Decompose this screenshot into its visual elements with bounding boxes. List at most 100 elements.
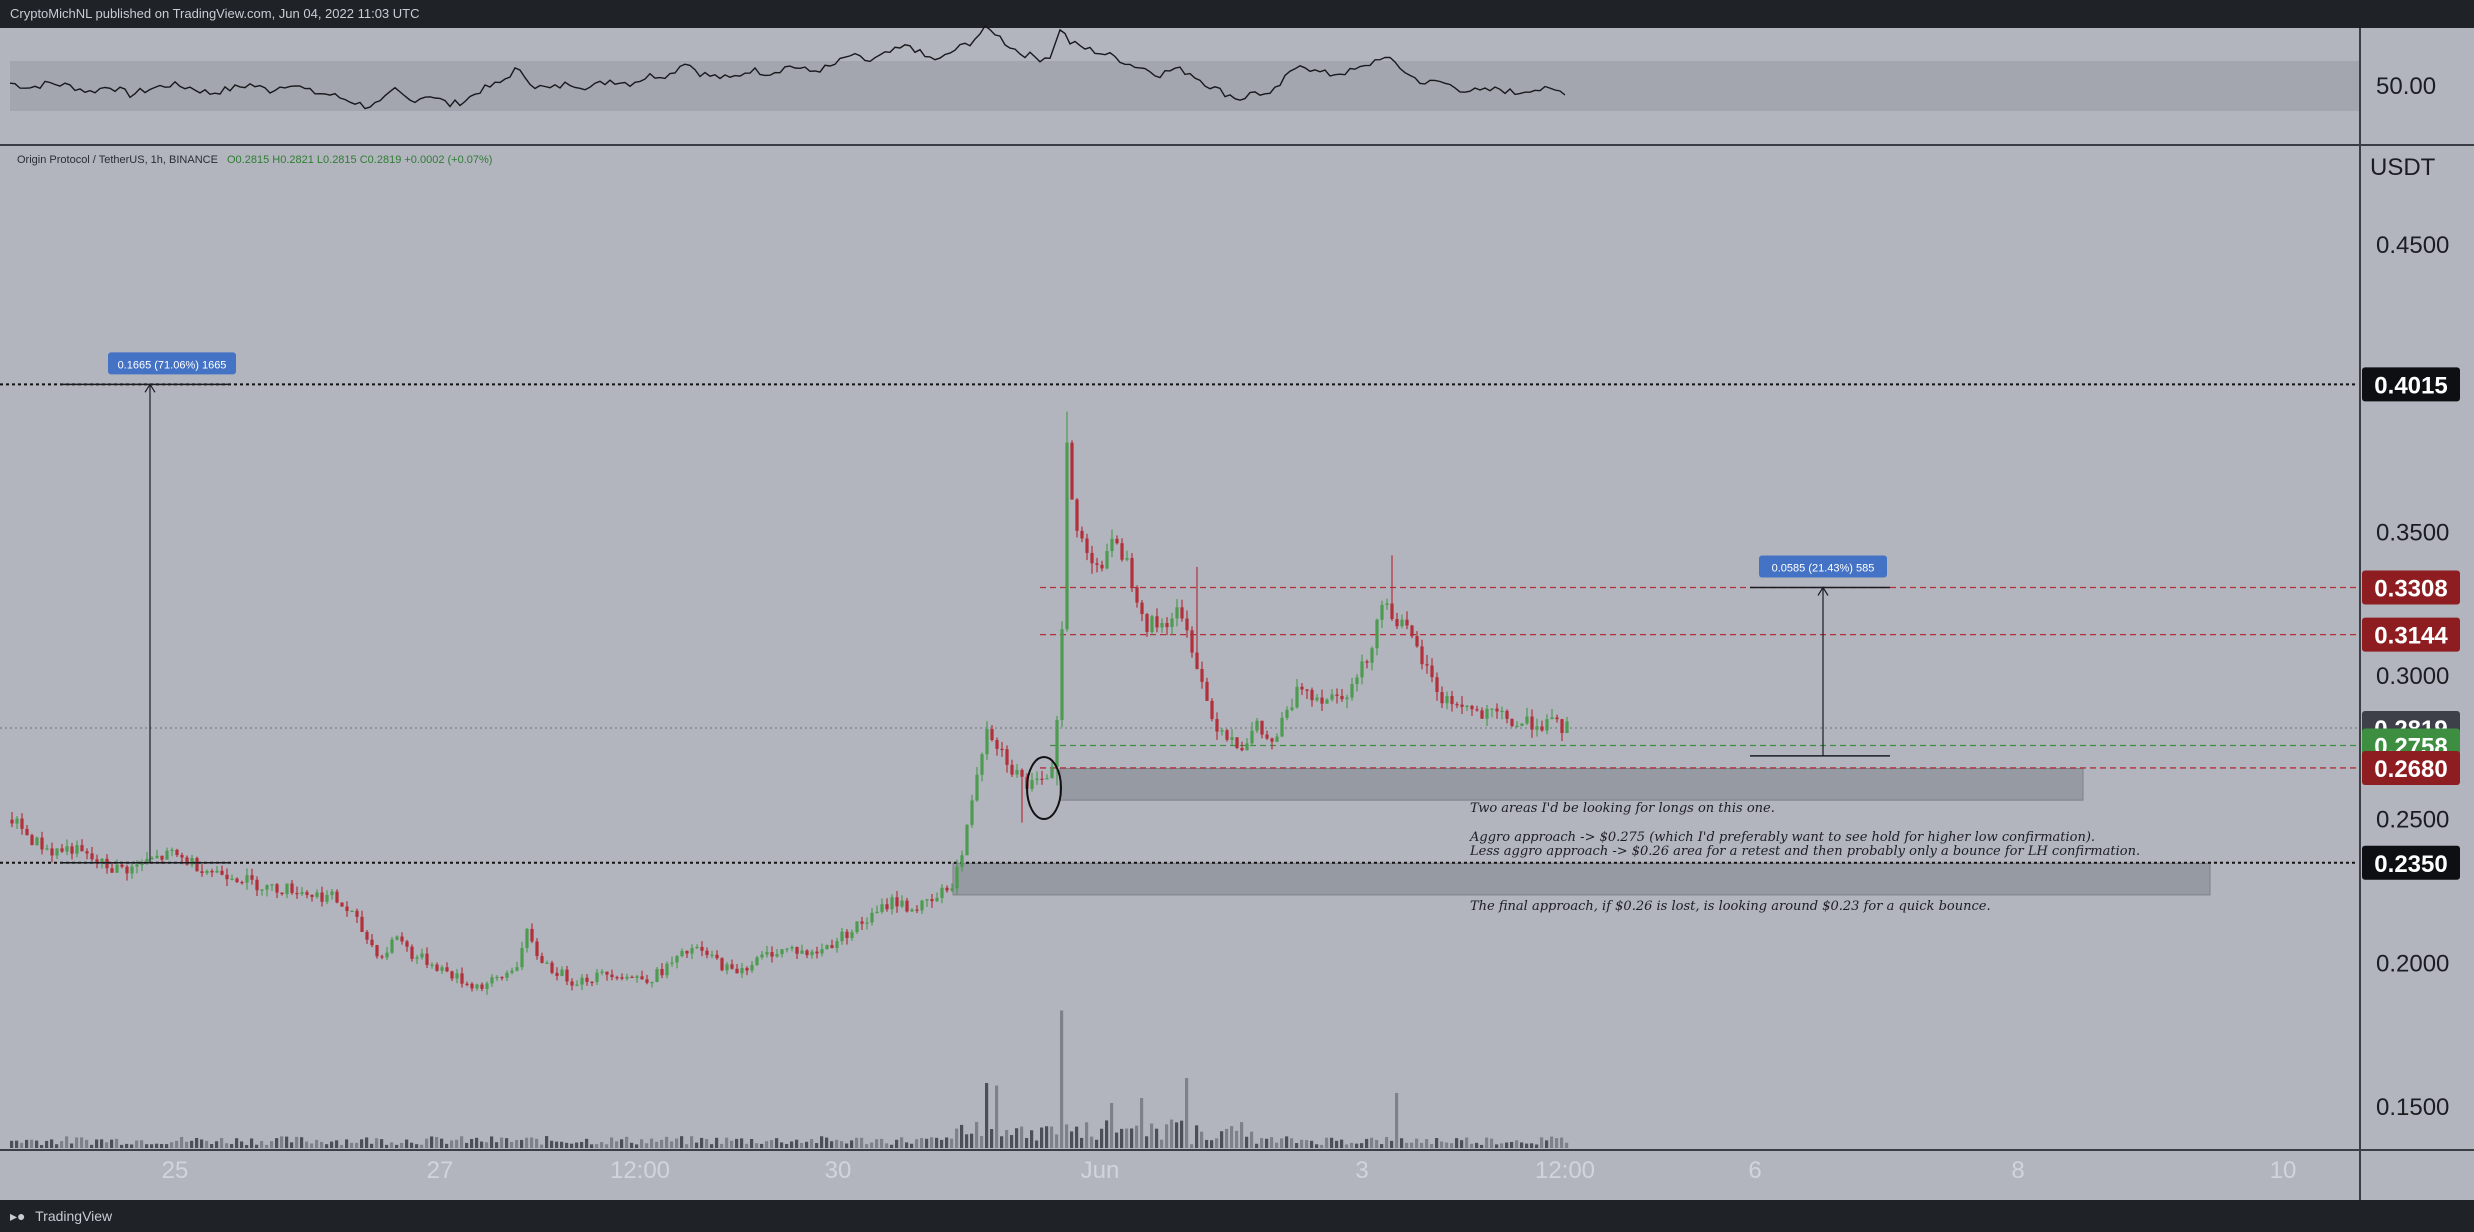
candle-body	[510, 970, 514, 973]
candle-body	[280, 892, 284, 895]
candle-body	[940, 887, 944, 898]
volume-bar	[965, 1134, 969, 1148]
volume-bar	[975, 1121, 979, 1148]
volume-bar	[1015, 1128, 1019, 1148]
chart-legend: Origin Protocol / TetherUS, 1h, BINANCE …	[17, 154, 492, 166]
candle-body	[80, 845, 84, 852]
volume-bar	[330, 1141, 334, 1148]
candle-body	[200, 871, 204, 874]
volume-bar	[540, 1144, 544, 1148]
volume-bar	[790, 1141, 794, 1148]
candle-body	[1210, 700, 1214, 720]
candle-body	[1200, 668, 1204, 682]
candle-body	[1215, 719, 1219, 732]
candle-body	[400, 936, 404, 942]
candle-body	[1125, 558, 1129, 560]
volume-bar	[40, 1144, 44, 1148]
candle-body	[15, 818, 19, 824]
candle-body	[1080, 530, 1084, 539]
volume-bar	[900, 1137, 904, 1148]
candle-body	[1495, 708, 1499, 712]
candle-body	[1515, 725, 1519, 728]
candle-body	[845, 931, 849, 939]
candle-body	[1335, 694, 1339, 696]
candle-body	[500, 976, 504, 979]
candle-body	[105, 858, 109, 869]
candle-body	[880, 904, 884, 912]
candle-body	[690, 948, 694, 954]
candle-body	[355, 910, 359, 917]
volume-bar	[255, 1144, 259, 1148]
candle-body	[810, 951, 814, 956]
volume-bar	[85, 1139, 89, 1148]
candle-body	[640, 976, 644, 980]
candle-body	[220, 870, 224, 875]
candle-body	[1300, 686, 1304, 690]
volume-bar	[530, 1137, 534, 1148]
y-tick-label: 0.2500	[2376, 807, 2449, 834]
candle-body	[1060, 629, 1064, 721]
volume-bar	[195, 1137, 199, 1148]
volume-bar	[980, 1135, 984, 1148]
candle-body	[590, 981, 594, 984]
volume-bar	[800, 1142, 804, 1148]
volume-bar	[1120, 1128, 1124, 1148]
volume-bar	[95, 1139, 99, 1148]
volume-bar	[1040, 1127, 1044, 1148]
volume-bar	[580, 1141, 584, 1148]
candle-body	[165, 850, 169, 860]
volume-bar	[1310, 1140, 1314, 1148]
volume-bar	[640, 1139, 644, 1148]
candle-body	[335, 891, 339, 903]
candle-body	[175, 849, 179, 856]
volume-bar	[770, 1140, 774, 1148]
candle-body	[385, 952, 389, 958]
volume-bar	[545, 1136, 549, 1148]
volume-bar	[1090, 1136, 1094, 1148]
candle-body	[605, 971, 609, 975]
volume-bar	[645, 1143, 649, 1148]
volume-bar	[340, 1144, 344, 1148]
volume-bar	[445, 1143, 449, 1148]
volume-bar	[1240, 1122, 1244, 1148]
x-tick-label: 10	[2270, 1157, 2297, 1184]
volume-bar	[510, 1141, 514, 1148]
volume-bar	[475, 1137, 479, 1148]
volume-bar	[940, 1139, 944, 1148]
volume-bar	[1355, 1143, 1359, 1148]
volume-bar	[555, 1141, 559, 1148]
price-label-box	[2362, 367, 2460, 402]
measure-label-box	[1759, 555, 1887, 578]
volume-bar	[915, 1139, 919, 1148]
candle-body	[475, 984, 479, 989]
candle-body	[1360, 661, 1364, 678]
volume-bar	[1005, 1130, 1009, 1148]
candle-body	[1260, 720, 1264, 735]
volume-bar	[1075, 1126, 1079, 1148]
volume-bar	[235, 1138, 239, 1148]
candle-body	[515, 967, 519, 971]
candle-body	[1315, 697, 1319, 701]
candle-body	[1220, 730, 1224, 732]
candle-body	[1085, 538, 1089, 553]
candle-body	[770, 952, 774, 957]
volume-bar	[115, 1138, 119, 1148]
volume-bar	[105, 1142, 109, 1148]
volume-bar	[1455, 1138, 1459, 1148]
candle-body	[390, 939, 394, 953]
candle-body	[920, 900, 924, 911]
candle-body	[530, 928, 534, 942]
volume-bar	[1180, 1120, 1184, 1148]
volume-bar	[1185, 1078, 1189, 1148]
volume-bar	[1140, 1098, 1144, 1148]
candle-body	[805, 950, 809, 956]
note-aggro: Aggro approach -> $0.275 (which I'd pref…	[1470, 830, 2096, 845]
volume-bar	[1545, 1140, 1549, 1148]
volume-bar	[630, 1142, 634, 1148]
candle-body	[1090, 552, 1094, 564]
volume-bar	[1370, 1137, 1374, 1148]
volume-bar	[50, 1139, 54, 1148]
candle-body	[645, 979, 649, 983]
candle-body	[990, 729, 994, 741]
